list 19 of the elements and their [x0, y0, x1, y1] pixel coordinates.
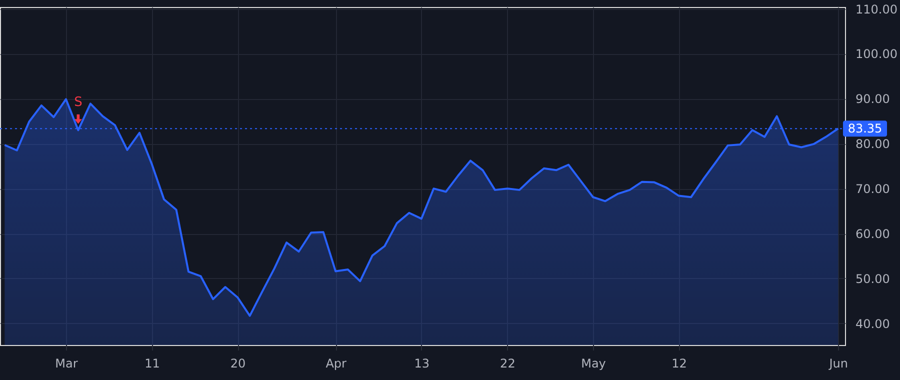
- x-tick-label: 22: [500, 356, 516, 370]
- x-tick-label: Mar: [55, 356, 78, 370]
- x-tick-label: 13: [414, 356, 430, 370]
- y-tick-label: 50.00: [856, 272, 890, 286]
- y-tick-label: 90.00: [856, 92, 890, 106]
- x-tick-label: 11: [144, 356, 160, 370]
- y-tick-label: 110.00: [856, 2, 898, 16]
- x-tick-label: 12: [672, 356, 687, 370]
- annotation: S: [74, 95, 82, 110]
- y-tick-label: 40.00: [856, 316, 890, 331]
- x-tick-label: Jun: [828, 356, 848, 370]
- x-tick-label: 20: [230, 356, 246, 370]
- y-tick-label: 100.00: [856, 47, 898, 62]
- ref-line-label: 83.35: [848, 122, 882, 136]
- x-tick-label: May: [581, 356, 606, 370]
- y-tick-label: 80.00: [856, 137, 890, 152]
- y-tick-label: 60.00: [856, 227, 890, 242]
- x-tick-label: Apr: [326, 356, 347, 370]
- y-tick-label: 70.00: [856, 182, 890, 196]
